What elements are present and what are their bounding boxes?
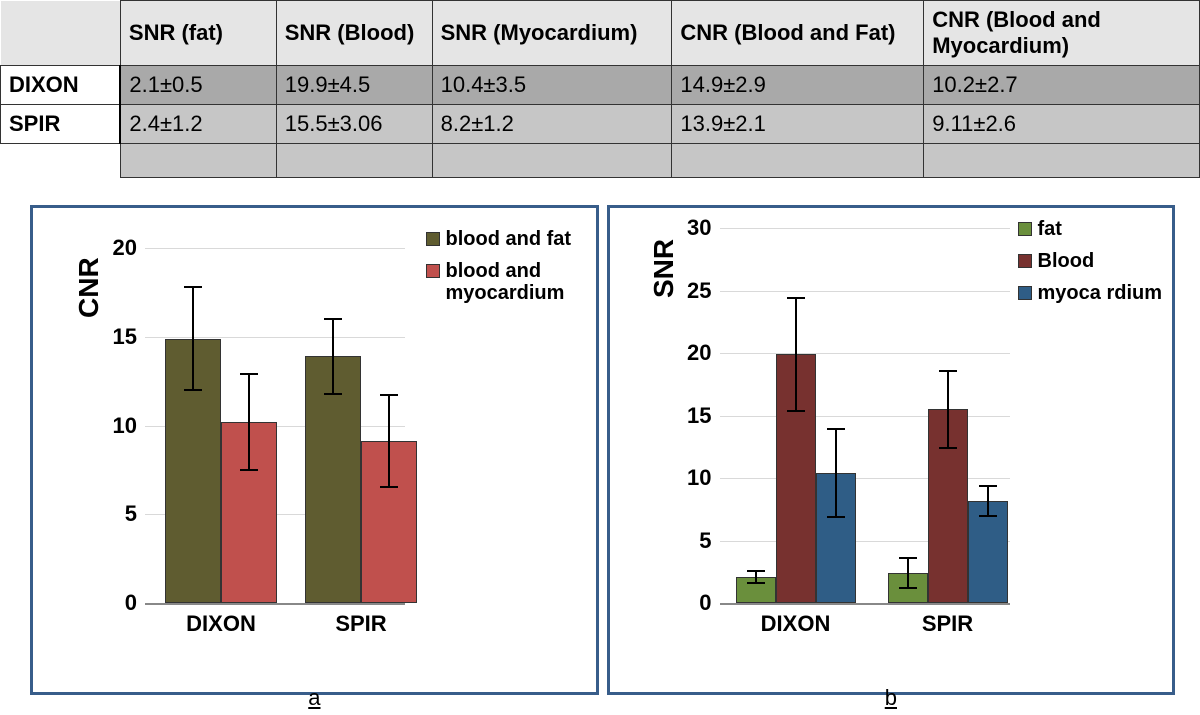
sublabel-a: a <box>308 685 320 711</box>
legend-item: fat <box>1018 218 1162 240</box>
table-row-label: SPIR <box>1 105 121 144</box>
table-cell: 14.9±2.9 <box>672 66 924 105</box>
ytick-label: 20 <box>113 235 137 261</box>
ytick-label: 20 <box>687 340 711 366</box>
x-category-label: DIXON <box>761 611 831 637</box>
ytick-label: 5 <box>699 528 711 554</box>
table-filler-row <box>1 144 1200 178</box>
error-bar <box>835 429 837 517</box>
legend-swatch <box>1018 286 1032 300</box>
x-category-label: SPIR <box>922 611 973 637</box>
error-bar <box>192 287 194 390</box>
ytick-label: 5 <box>125 501 137 527</box>
legend-swatch <box>426 232 440 246</box>
ytick-label: 15 <box>687 403 711 429</box>
sublabel-b: b <box>885 685 897 711</box>
ytick-label: 15 <box>113 324 137 350</box>
table-row-label: DIXON <box>1 66 121 105</box>
legend-label: Blood <box>1038 250 1095 272</box>
legend-swatch <box>1018 222 1032 236</box>
x-category-label: DIXON <box>186 611 256 637</box>
table-cell: 2.4±1.2 <box>120 105 276 144</box>
legend-item: Blood <box>1018 250 1162 272</box>
legend-swatch <box>1018 254 1032 268</box>
error-bar <box>248 374 250 470</box>
x-axis <box>720 603 1010 605</box>
y-axis-label: SNR <box>648 239 680 298</box>
plot-area: 051015202530DIXONSPIR <box>720 228 1010 603</box>
table-row: SPIR2.4±1.215.5±3.068.2±1.213.9±2.19.11±… <box>1 105 1200 144</box>
table: SNR (fat)SNR (Blood)SNR (Myocardium)CNR … <box>0 0 1200 178</box>
legend: fat Blood myoca rdium <box>1018 218 1162 314</box>
table-col-header: CNR (Blood and Fat) <box>672 1 924 66</box>
table-cell: 13.9±2.1 <box>672 105 924 144</box>
error-bar <box>907 558 909 588</box>
table-col-header: SNR (Blood) <box>276 1 432 66</box>
ytick-label: 30 <box>687 215 711 241</box>
gridline <box>720 228 1010 229</box>
table-col-header: SNR (fat) <box>120 1 276 66</box>
y-axis-label: CNR <box>73 257 105 318</box>
legend-label: blood and myocardium <box>446 260 586 304</box>
error-bar <box>795 298 797 411</box>
gridline <box>720 353 1010 354</box>
gridline <box>145 248 405 249</box>
ytick-label: 25 <box>687 278 711 304</box>
table-header-row: SNR (fat)SNR (Blood)SNR (Myocardium)CNR … <box>1 1 1200 66</box>
table-cell: 10.4±3.5 <box>432 66 672 105</box>
plot-area: 05101520DIXONSPIR <box>145 248 405 603</box>
error-bar <box>332 319 334 394</box>
table-col-header: SNR (Myocardium) <box>432 1 672 66</box>
legend-item: blood and myocardium <box>426 260 586 304</box>
ytick-label: 10 <box>687 465 711 491</box>
table-row: DIXON2.1±0.519.9±4.510.4±3.514.9±2.910.2… <box>1 66 1200 105</box>
legend: blood and fat blood and myocardium <box>426 228 586 314</box>
error-bar <box>987 486 989 516</box>
legend-label: blood and fat <box>446 228 572 250</box>
legend-label: fat <box>1038 218 1062 240</box>
legend-item: myoca rdium <box>1018 282 1162 304</box>
table-cell: 2.1±0.5 <box>120 66 276 105</box>
legend-label: myoca rdium <box>1038 282 1162 304</box>
x-category-label: SPIR <box>335 611 386 637</box>
ytick-label: 0 <box>125 590 137 616</box>
error-bar <box>388 395 390 487</box>
chart-cnr: 05101520DIXONSPIRCNRblood and fatblood a… <box>30 205 599 695</box>
ytick-label: 10 <box>113 413 137 439</box>
charts-row: 05101520DIXONSPIRCNRblood and fatblood a… <box>30 205 1175 695</box>
table-cell: 10.2±2.7 <box>924 66 1200 105</box>
ytick-label: 0 <box>699 590 711 616</box>
table-cell: 15.5±3.06 <box>276 105 432 144</box>
gridline <box>720 291 1010 292</box>
legend-item: blood and fat <box>426 228 586 250</box>
x-axis <box>145 603 405 605</box>
table-corner <box>1 1 121 66</box>
legend-swatch <box>426 264 440 278</box>
table-cell: 8.2±1.2 <box>432 105 672 144</box>
table-col-header: CNR (Blood and Myocardium) <box>924 1 1200 66</box>
table-cell: 19.9±4.5 <box>276 66 432 105</box>
data-table: SNR (fat)SNR (Blood)SNR (Myocardium)CNR … <box>0 0 1200 178</box>
error-bar <box>755 571 757 584</box>
error-bar <box>947 371 949 448</box>
table-cell: 9.11±2.6 <box>924 105 1200 144</box>
chart-snr: 051015202530DIXONSPIRSNRfatBloodmyoca rd… <box>607 205 1176 695</box>
